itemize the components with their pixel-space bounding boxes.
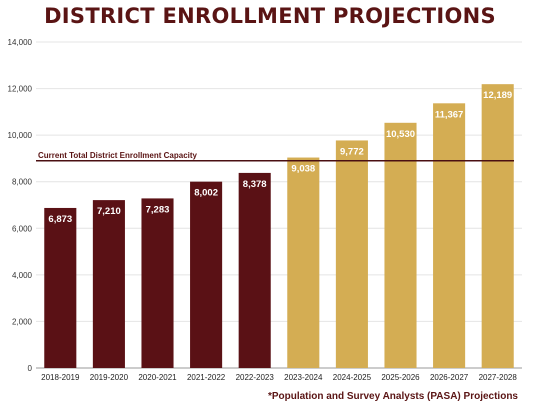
data-label: 7,210 — [97, 206, 121, 217]
x-tick-label: 2021-2022 — [187, 373, 226, 382]
data-label: 6,873 — [48, 214, 72, 225]
y-tick-label: 12,000 — [8, 85, 33, 94]
bar-2018-2019 — [44, 207, 77, 368]
bar-2025-2026 — [384, 122, 417, 369]
x-tick-label: 2023-2024 — [284, 373, 323, 382]
chart-title: DISTRICT ENROLLMENT PROJECTIONS — [44, 4, 496, 28]
data-label: 9,772 — [340, 146, 364, 157]
data-label: 10,530 — [386, 129, 415, 140]
data-label: 8,002 — [194, 188, 218, 199]
x-tick-label: 2019-2020 — [90, 373, 129, 382]
bar-2022-2023 — [238, 172, 271, 368]
x-tick-label: 2020-2021 — [138, 373, 177, 382]
bar-2020-2021 — [141, 198, 174, 368]
y-tick-label: 4,000 — [12, 271, 33, 280]
x-tick-label: 2026-2027 — [430, 373, 469, 382]
data-label: 12,189 — [483, 90, 512, 101]
bar-2019-2020 — [92, 200, 125, 368]
x-tick-label: 2018-2019 — [41, 373, 80, 382]
x-tick-label: 2025-2026 — [381, 373, 420, 382]
capacity-line-label: Current Total District Enrollment Capaci… — [38, 151, 198, 160]
y-tick-label: 14,000 — [8, 38, 33, 47]
bar-2024-2025 — [335, 140, 368, 368]
y-tick-label: 8,000 — [12, 178, 33, 187]
y-tick-label: 2,000 — [12, 317, 33, 326]
x-tick-label: 2027-2028 — [479, 373, 518, 382]
y-tick-label: 10,000 — [8, 131, 33, 140]
bar-2026-2027 — [433, 103, 466, 369]
y-tick-label: 0 — [28, 364, 33, 373]
bar-2027-2028 — [481, 84, 514, 369]
bar-2023-2024 — [287, 157, 320, 368]
data-label: 9,038 — [291, 164, 315, 175]
data-label: 7,283 — [146, 204, 170, 215]
y-tick-label: 6,000 — [12, 224, 33, 233]
data-label: 11,367 — [435, 109, 464, 120]
x-tick-label: 2024-2025 — [333, 373, 372, 382]
data-label: 8,378 — [243, 179, 267, 190]
bar-2021-2022 — [190, 181, 223, 368]
x-tick-label: 2022-2023 — [236, 373, 275, 382]
chart-footnote: *Population and Survey Analysts (PASA) P… — [267, 391, 518, 402]
